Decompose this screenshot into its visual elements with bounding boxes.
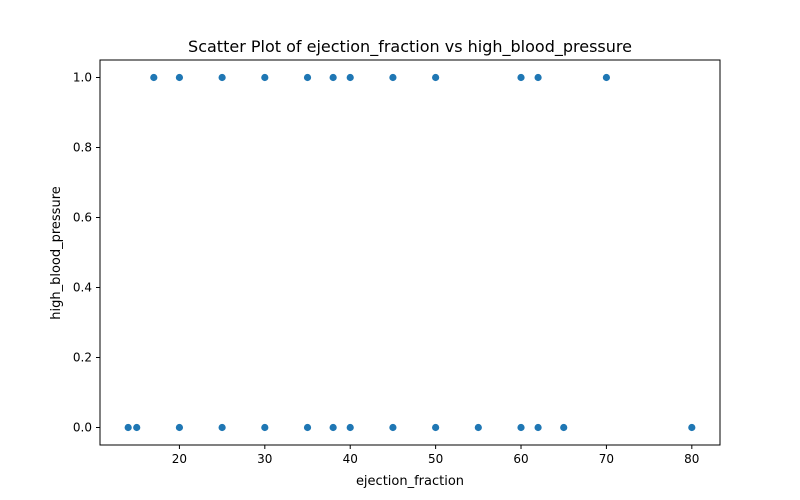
data-point (175, 423, 184, 432)
data-point (389, 73, 397, 82)
x-axis: 20 30 40 50 60 70 80 (172, 445, 699, 466)
data-point (389, 423, 397, 432)
data-point (218, 73, 226, 82)
y-axis: 0.0 0.2 0.4 0.6 0.8 1.0 (73, 71, 100, 435)
data-point (432, 423, 440, 432)
data-point (346, 423, 354, 432)
data-point (303, 73, 312, 82)
data-points (124, 73, 696, 432)
data-point (218, 423, 226, 432)
data-point (602, 73, 611, 82)
x-axis-label: ejection_fraction (356, 474, 464, 489)
y-tick-label: 0.0 (73, 421, 92, 435)
data-point (133, 423, 141, 432)
x-tick-label: 70 (599, 452, 614, 466)
x-tick-label: 20 (172, 452, 187, 466)
data-point (261, 423, 269, 432)
data-point (560, 423, 568, 432)
x-tick-label: 30 (257, 452, 272, 466)
data-point (534, 73, 542, 82)
data-point (534, 423, 542, 432)
data-point (175, 73, 184, 82)
data-point (688, 423, 696, 432)
y-tick-label: 0.6 (73, 211, 92, 225)
data-point (517, 423, 525, 432)
y-tick-label: 0.2 (73, 351, 92, 365)
data-point (150, 73, 158, 82)
x-tick-label: 60 (513, 452, 528, 466)
plot-area (99, 59, 721, 446)
data-point (261, 73, 269, 82)
data-point (303, 423, 312, 432)
y-tick-label: 0.8 (73, 141, 92, 155)
x-tick-label: 80 (684, 452, 699, 466)
x-tick-label: 50 (428, 452, 443, 466)
data-point (346, 73, 354, 82)
data-point (474, 423, 482, 432)
data-point (124, 423, 132, 432)
chart-title: Scatter Plot of ejection_fraction vs hig… (188, 37, 632, 57)
data-point (432, 73, 440, 82)
data-point (329, 73, 337, 82)
x-tick-label: 40 (343, 452, 358, 466)
data-point (329, 423, 337, 432)
y-tick-label: 0.4 (73, 281, 92, 295)
data-point (517, 73, 525, 82)
y-tick-label: 1.0 (73, 71, 92, 85)
y-axis-label: high_blood_pressure (49, 186, 64, 320)
